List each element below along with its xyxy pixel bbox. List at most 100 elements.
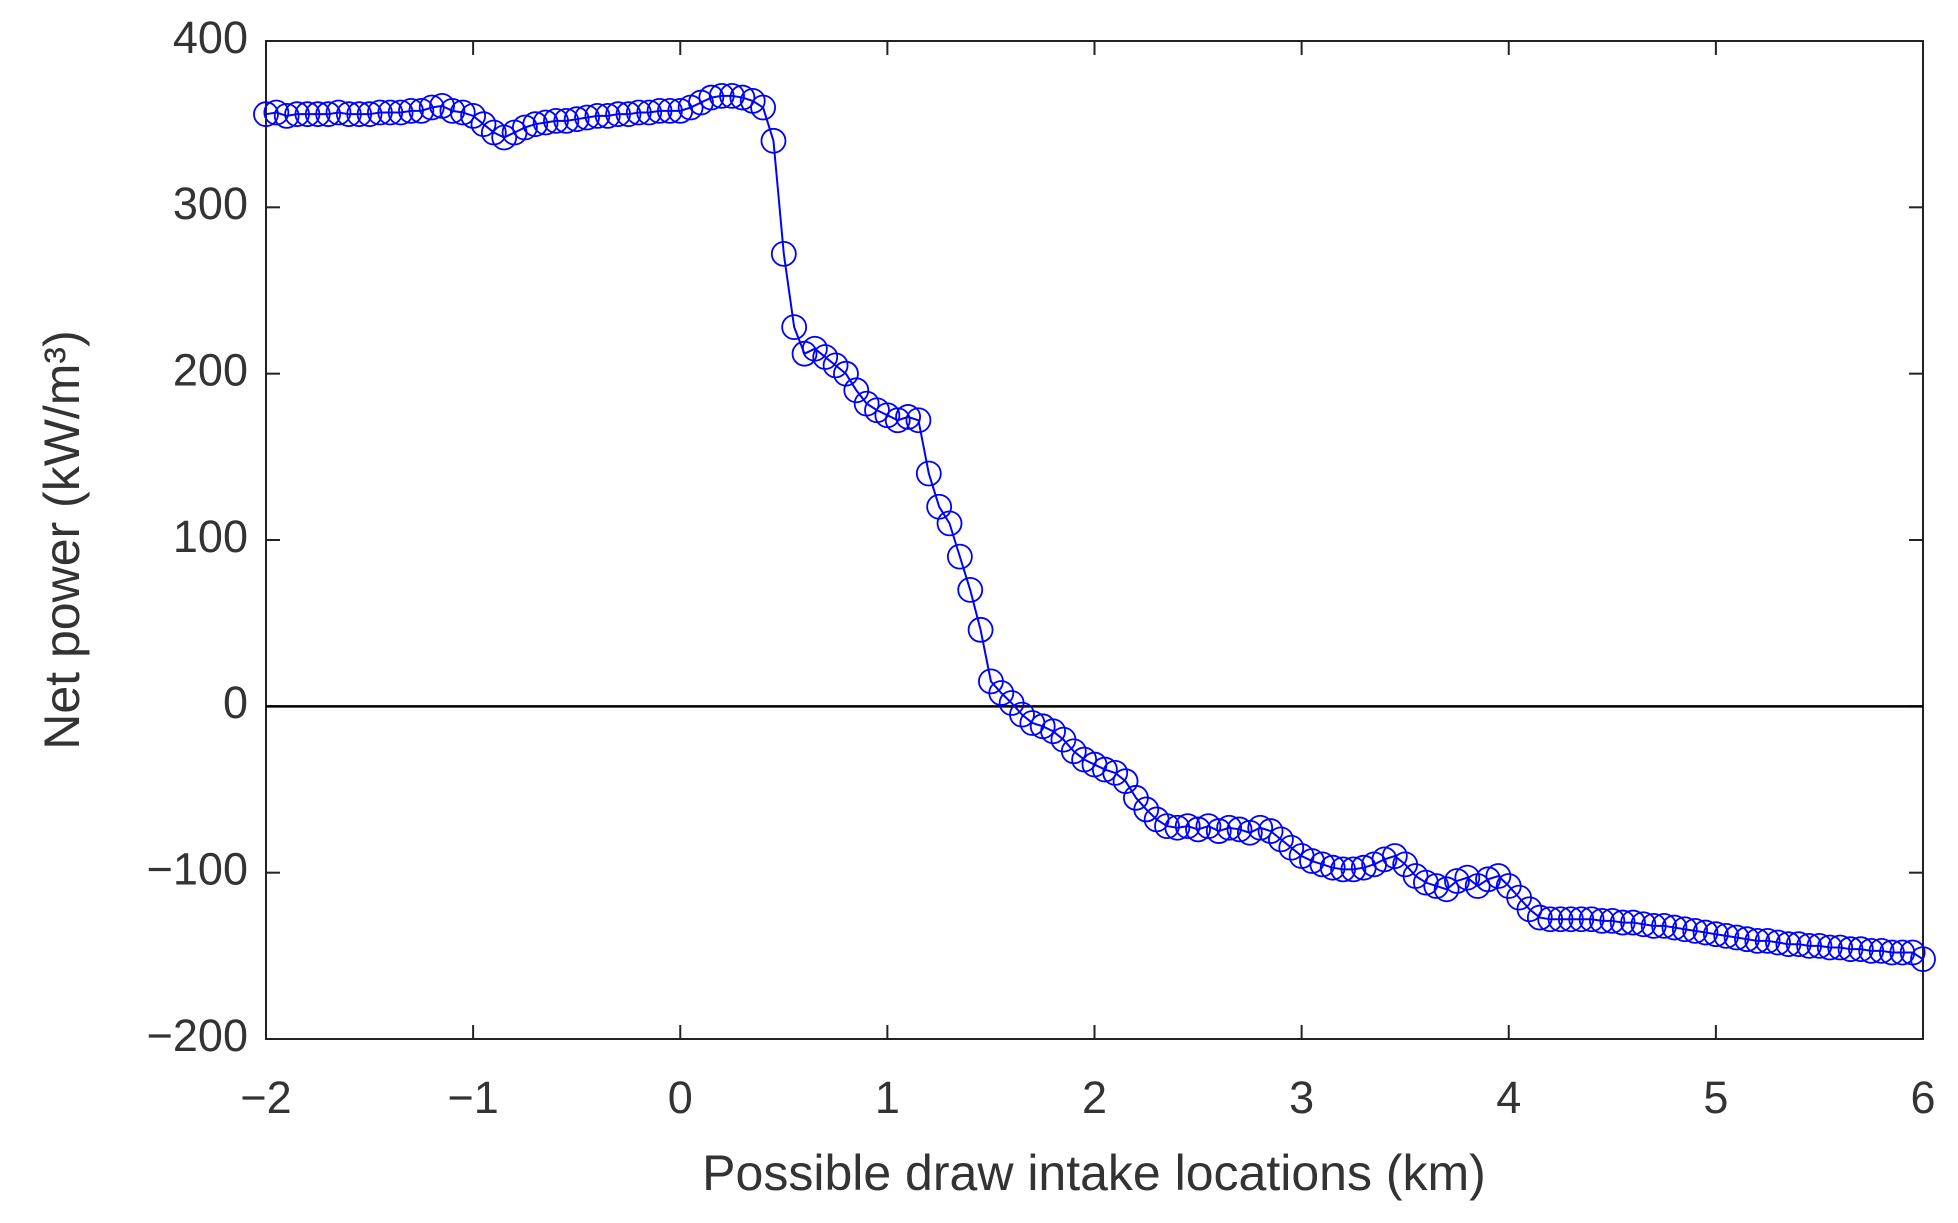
data-point xyxy=(1713,922,1740,949)
data-point xyxy=(512,114,538,141)
data-point xyxy=(1734,926,1760,953)
data-point xyxy=(1413,869,1439,896)
y-tick-label: −200 xyxy=(147,1010,248,1061)
data-point xyxy=(1651,912,1677,939)
data-point xyxy=(418,94,445,121)
data-point xyxy=(1847,936,1874,963)
data-point xyxy=(1040,718,1066,745)
data-point xyxy=(449,99,476,126)
x-tick-label: 0 xyxy=(668,1072,693,1123)
y-axis-label: Net power (kW/m³) xyxy=(34,330,90,749)
data-point xyxy=(553,107,580,134)
data-point xyxy=(284,101,310,128)
data-point xyxy=(1299,848,1325,874)
data-point xyxy=(1371,846,1398,873)
data-point xyxy=(1433,876,1460,903)
data-point xyxy=(1661,914,1688,941)
data-point xyxy=(315,101,342,128)
data-point xyxy=(1340,856,1367,883)
data-point xyxy=(605,101,632,128)
data-point xyxy=(584,102,611,129)
data-point xyxy=(905,407,932,434)
data-point xyxy=(563,106,590,133)
data-point xyxy=(1444,868,1470,894)
data-point xyxy=(801,335,828,362)
data-point xyxy=(781,314,808,340)
y-tick-label: 200 xyxy=(173,345,248,396)
data-point xyxy=(1009,701,1035,728)
data-point xyxy=(729,84,756,111)
data-point xyxy=(1526,904,1553,931)
data-point xyxy=(1102,759,1129,786)
data-point xyxy=(1858,937,1885,964)
data-point xyxy=(1879,939,1905,966)
data-point xyxy=(387,99,414,126)
data-point xyxy=(1185,816,1211,843)
data-point xyxy=(263,99,290,126)
data-point xyxy=(1775,931,1802,958)
data-point xyxy=(1609,909,1636,936)
data-point xyxy=(770,241,797,267)
data-line xyxy=(265,94,1924,961)
data-point xyxy=(1765,929,1791,956)
data-point xyxy=(1557,906,1584,933)
x-tick-label: 1 xyxy=(875,1072,900,1123)
data-point xyxy=(1216,814,1243,841)
data-point xyxy=(656,97,683,124)
data-point xyxy=(1309,851,1336,878)
data-point xyxy=(532,109,559,136)
data-point xyxy=(1485,863,1512,889)
data-point xyxy=(470,111,497,138)
data-point xyxy=(594,102,621,129)
data-point xyxy=(1516,896,1543,923)
y-tick-label: 100 xyxy=(173,511,248,562)
data-point xyxy=(1640,912,1667,939)
data-point xyxy=(574,104,600,131)
data-point xyxy=(636,99,663,126)
x-tick-label: 6 xyxy=(1910,1072,1935,1123)
data-point xyxy=(915,460,942,487)
data-point xyxy=(439,97,466,124)
data-point xyxy=(1381,843,1408,869)
data-point xyxy=(1247,814,1274,841)
data-point xyxy=(646,97,673,124)
data-point xyxy=(625,99,652,126)
data-point xyxy=(1723,924,1750,951)
data-point xyxy=(1671,916,1698,943)
data-point xyxy=(460,102,487,129)
data-point xyxy=(936,510,963,537)
data-point xyxy=(1806,932,1833,959)
data-point xyxy=(822,352,849,379)
data-point xyxy=(698,84,725,111)
data-point xyxy=(1702,921,1729,948)
data-point xyxy=(367,99,393,126)
data-point xyxy=(1205,818,1232,844)
data-point xyxy=(1630,911,1657,938)
data-point xyxy=(408,97,435,124)
data-point xyxy=(615,101,642,128)
data-point xyxy=(1868,937,1895,964)
data-point xyxy=(1330,856,1356,883)
data-point xyxy=(335,101,362,128)
data-point xyxy=(356,101,383,128)
data-point xyxy=(522,111,549,138)
data-point xyxy=(1910,946,1936,973)
data-point xyxy=(1620,909,1646,936)
y-tick-label: 400 xyxy=(173,12,248,63)
data-point xyxy=(988,680,1015,706)
x-tick-label: 5 xyxy=(1703,1072,1728,1123)
x-axis-label: Possible draw intake locations (km) xyxy=(702,1145,1486,1201)
data-point xyxy=(967,616,994,643)
y-tick-label: −100 xyxy=(147,844,248,895)
data-point xyxy=(1682,917,1709,944)
data-point xyxy=(708,82,735,109)
data-point xyxy=(1154,813,1180,839)
data-point xyxy=(957,577,984,603)
y-tick-label: 300 xyxy=(173,178,248,229)
data-point xyxy=(1133,796,1160,823)
data-point xyxy=(1599,908,1626,934)
data-point xyxy=(812,344,839,370)
data-point xyxy=(1837,936,1864,963)
data-point xyxy=(895,404,921,430)
